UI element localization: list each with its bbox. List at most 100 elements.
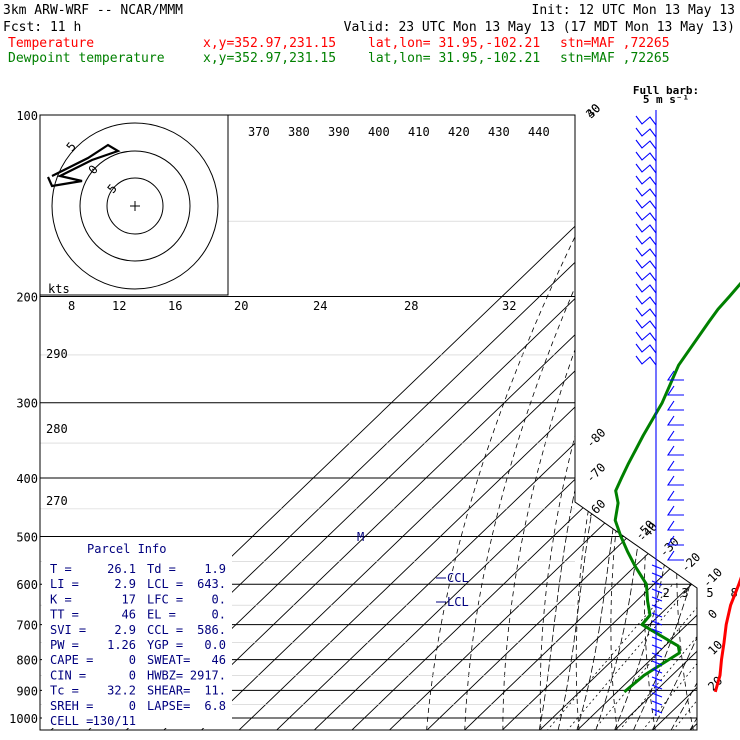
theta-label-280: 280 [46,422,68,436]
isotherm--20 [501,115,697,730]
header-init: Init: 12 UTC Mon 13 May 13 [532,3,736,18]
isotherm--90 [237,115,697,730]
wind-barb [651,628,663,634]
isotherm--50 [388,115,697,730]
isotherm--30 [463,115,697,730]
ccl-label: CCL [447,571,469,585]
hodograph-ring-2 [79,150,191,262]
pressure-label-700: 700 [16,619,38,633]
mixing-ratio-label-2: 2 [662,586,669,600]
wind-barb [666,520,684,531]
header-valid: Valid: 23 UTC Mon 13 May 13 (17 MDT Mon … [344,20,735,35]
theta-label-380: 380 [288,125,310,139]
theta-label-400: 400 [368,125,390,139]
parcel-info-key: SVI = [50,623,86,637]
pressure-label-500: 500 [16,530,38,544]
wind-barb [666,550,684,561]
parcel-info-value: 1.9 [204,562,226,576]
wind-barb [635,271,657,282]
isotherm--100 [200,115,697,730]
mixing-ratio-label-5: 5 [706,586,713,600]
wind-barb [666,475,684,486]
parcel-info-key: PW = [50,638,79,652]
parcel-info-title: Parcel Info [87,542,166,556]
wind-barb [651,604,663,610]
legend-temperature-latlon: lat,lon= 31.95,-102.21 [368,36,540,51]
dry-adiabat-290 [644,127,697,730]
dry-adiabat-250 [502,127,671,730]
parcel-info-key: SWEAT= [147,653,190,667]
parcel-info-value: 0. [212,608,226,622]
isotherm--110 [162,115,697,730]
parcel-info-value: 2917. [190,668,226,682]
wind-barb [666,430,684,441]
isotherm-20 [651,115,697,730]
hodograph-speed-16: 16 [168,299,182,313]
wind-barb [651,580,663,586]
parcel-info-key: LI = [50,577,79,591]
isotherm-label--30: -30 [657,535,682,560]
dry-adiabat-280 [610,127,697,730]
isotherm-40 [727,102,740,731]
hodograph-speed-labels: 8 12 16 20 24 28 32 [68,299,516,313]
parcel-info-value: 32.2 [107,684,136,698]
theta-label-440: 440 [528,125,550,139]
parcel-info-value: 26.1 [107,562,136,576]
isotherm-label-0: 0 [705,607,720,622]
wind-barb [635,307,657,318]
wind-barb [635,247,657,258]
wind-barb [635,139,657,150]
wind-barb [635,151,657,162]
wind-barb [651,572,663,578]
parcel-info-value: 46 [122,608,136,622]
wind-barb [651,660,663,666]
wind-barb [666,505,684,516]
hodograph-speed-8: 8 [68,299,75,313]
wind-barb [635,343,657,354]
theta-label-270: 270 [46,494,68,508]
wind-barb [635,199,657,210]
mixing-ratio-2 [546,583,674,730]
legend-dewpoint-xy: x,y=352.97,231.15 [203,51,336,66]
parcel-info-value: 1.26 [107,638,136,652]
level-markers: CCL LCL M [357,530,469,609]
hodograph-speed-32: 32 [502,299,516,313]
wind-barb [635,259,657,270]
theta-label-410: 410 [408,125,430,139]
moist-adiabat--5 [557,221,677,730]
wind-barb [666,460,684,471]
hodograph-speed-12: 12 [112,299,126,313]
wind-barb [666,385,684,396]
parcel-info-key: YGP = [147,638,183,652]
parcel-info-value: 0 [129,653,136,667]
parcel-info-value: 130/11 [93,714,136,728]
dry-adiabat-270 [575,127,697,730]
dry-adiabat-260 [539,127,691,730]
wind-barb [651,668,663,674]
hodograph-frame [39,114,229,296]
wind-barb [651,596,663,602]
lcl-label: LCL [447,595,469,609]
dewpoint-profile-line [613,281,740,694]
wind-barb [651,620,663,626]
wind-barb [651,588,663,594]
hodograph-ring-3 [51,122,219,290]
wind-barb [666,535,684,546]
wind-barb [635,187,657,198]
wind-barb [635,211,657,222]
parcel-info-value: 643. [197,577,226,591]
parcel-info-key: T = [50,562,72,576]
wind-barb [635,319,657,330]
parcel-info-value: 0.0 [204,638,226,652]
wind-barb [666,415,684,426]
wind-barb [651,612,663,618]
dry-adiabat-lines [426,127,697,730]
parcel-info-value: 2.9 [114,623,136,637]
parcel-info-key: K = [50,592,72,606]
isotherm-label--80: -80 [583,425,608,450]
temperature-profile-line [713,576,740,693]
legend-temperature: Temperature [8,36,94,51]
wind-barb [666,445,684,456]
